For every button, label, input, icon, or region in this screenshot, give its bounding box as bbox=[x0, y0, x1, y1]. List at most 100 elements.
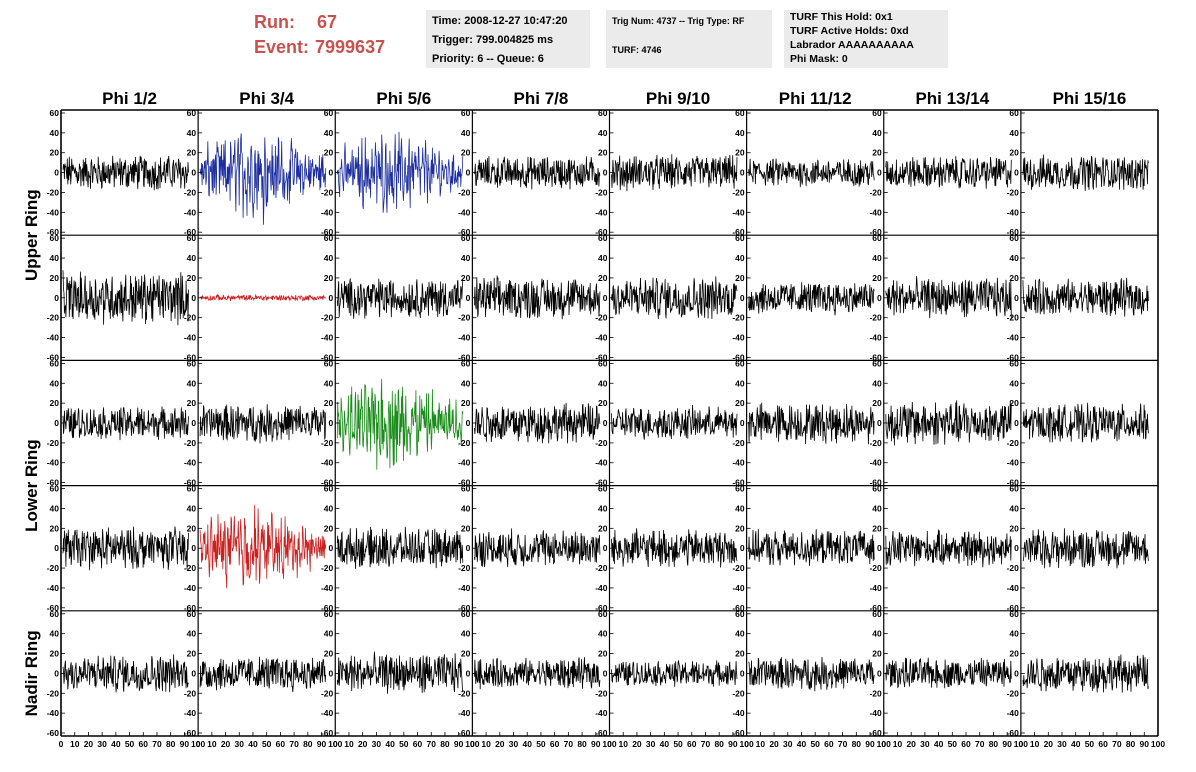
y-tick-label: -60 bbox=[321, 603, 334, 613]
y-tick-label: -60 bbox=[321, 478, 334, 488]
y-tick-label: 20 bbox=[461, 649, 471, 659]
x-tick-label: 0 bbox=[59, 739, 64, 749]
priority-line: Priority: 6 -- Queue: 6 bbox=[432, 53, 544, 65]
y-tick-label: 60 bbox=[187, 609, 197, 619]
y-tick-label: -60 bbox=[869, 478, 882, 488]
y-tick-label: -20 bbox=[869, 313, 882, 323]
column-header: Phi 9/10 bbox=[646, 89, 710, 108]
turf-info-box: TURF This Hold: 0x1 TURF Active Holds: 0… bbox=[784, 10, 948, 68]
x-tick-label: 80 bbox=[577, 739, 587, 749]
waveform-trace bbox=[748, 656, 875, 692]
y-tick-label: -40 bbox=[595, 333, 608, 343]
y-tick-label: 0 bbox=[877, 418, 882, 428]
x-tick-label: 90 bbox=[1002, 739, 1012, 749]
y-tick-label: 60 bbox=[50, 358, 60, 368]
y-tick-label: 20 bbox=[187, 148, 197, 158]
x-tick-label: 90 bbox=[591, 739, 601, 749]
waveform-trace bbox=[885, 156, 1012, 189]
x-tick-label: 90 bbox=[865, 739, 875, 749]
y-tick-label: -40 bbox=[47, 583, 60, 593]
x-tick-label: 10 bbox=[756, 739, 766, 749]
y-tick-label: 0 bbox=[329, 168, 334, 178]
y-tick-label: 20 bbox=[735, 148, 745, 158]
y-tick-label: 60 bbox=[461, 609, 471, 619]
y-tick-label: 20 bbox=[324, 523, 334, 533]
y-tick-label: -20 bbox=[47, 563, 60, 573]
y-tick-label: -20 bbox=[458, 688, 471, 698]
y-tick-label: -40 bbox=[869, 207, 882, 217]
y-tick-label: 40 bbox=[598, 629, 608, 639]
x-tick-label: 50 bbox=[536, 739, 546, 749]
waveform-trace bbox=[336, 526, 464, 569]
y-tick-label: -20 bbox=[732, 438, 745, 448]
ring-label: Upper Ring bbox=[22, 189, 41, 281]
y-tick-label: 0 bbox=[191, 168, 196, 178]
x-tick-label: 0 bbox=[470, 739, 475, 749]
x-tick-label: 40 bbox=[385, 739, 395, 749]
y-tick-label: 60 bbox=[872, 108, 882, 118]
event-value: 7999637 bbox=[315, 37, 386, 57]
x-tick-label: 40 bbox=[111, 739, 121, 749]
y-tick-label: 0 bbox=[740, 543, 745, 553]
y-tick-label: -20 bbox=[732, 688, 745, 698]
y-tick-label: 60 bbox=[1009, 484, 1019, 494]
turf-hold-line: TURF This Hold: 0x1 bbox=[790, 11, 893, 23]
y-tick-label: 60 bbox=[598, 358, 608, 368]
y-tick-label: 20 bbox=[324, 273, 334, 283]
y-tick-label: -40 bbox=[869, 708, 882, 718]
y-tick-label: -20 bbox=[458, 187, 471, 197]
y-tick-label: -20 bbox=[1007, 563, 1020, 573]
y-tick-label: 40 bbox=[50, 629, 60, 639]
y-tick-label: 40 bbox=[1009, 378, 1019, 388]
y-tick-label: 20 bbox=[50, 273, 60, 283]
x-tick-label: 50 bbox=[948, 739, 958, 749]
column-header: Phi 13/14 bbox=[915, 89, 989, 108]
x-tick-label: 60 bbox=[1098, 739, 1108, 749]
y-tick-label: -60 bbox=[869, 728, 882, 738]
y-tick-label: 0 bbox=[466, 668, 471, 678]
y-tick-label: 40 bbox=[461, 503, 471, 513]
y-tick-label: -40 bbox=[1007, 458, 1020, 468]
y-tick-label: -60 bbox=[595, 728, 608, 738]
y-tick-label: -40 bbox=[184, 458, 197, 468]
waveform-trace bbox=[62, 406, 189, 441]
x-tick-label: 50 bbox=[399, 739, 409, 749]
phi-mask-line: Phi Mask: 0 bbox=[790, 53, 848, 65]
y-tick-label: -20 bbox=[595, 187, 608, 197]
y-tick-label: 60 bbox=[735, 108, 745, 118]
y-tick-label: 40 bbox=[1009, 503, 1019, 513]
x-tick-label: 100 bbox=[465, 739, 479, 749]
y-tick-label: 40 bbox=[187, 378, 197, 388]
time-line: Time: 2008-12-27 10:47:20 bbox=[432, 15, 568, 27]
y-tick-label: -40 bbox=[184, 708, 197, 718]
y-tick-label: 40 bbox=[324, 253, 334, 263]
y-tick-label: 20 bbox=[1009, 148, 1019, 158]
y-tick-label: -40 bbox=[47, 708, 60, 718]
y-tick-label: -60 bbox=[869, 227, 882, 237]
x-tick-label: 50 bbox=[673, 739, 683, 749]
x-tick-label: 20 bbox=[906, 739, 916, 749]
x-tick-label: 20 bbox=[769, 739, 779, 749]
y-tick-label: -40 bbox=[1007, 583, 1020, 593]
y-tick-label: 40 bbox=[872, 253, 882, 263]
y-tick-label: -60 bbox=[732, 728, 745, 738]
y-tick-label: -60 bbox=[1007, 227, 1020, 237]
y-tick-label: -20 bbox=[458, 438, 471, 448]
x-tick-label: 30 bbox=[1057, 739, 1067, 749]
y-tick-label: -60 bbox=[732, 603, 745, 613]
y-tick-label: 20 bbox=[735, 523, 745, 533]
turf-num-line: TURF: 4746 bbox=[612, 45, 662, 55]
y-tick-label: 20 bbox=[50, 398, 60, 408]
x-tick-label: 50 bbox=[1085, 739, 1095, 749]
y-tick-label: -20 bbox=[184, 563, 197, 573]
y-tick-label: -40 bbox=[458, 207, 471, 217]
y-tick-label: -40 bbox=[732, 207, 745, 217]
y-tick-label: 0 bbox=[603, 293, 608, 303]
y-tick-label: -20 bbox=[595, 563, 608, 573]
x-tick-label: 0 bbox=[881, 739, 886, 749]
waveform-trace bbox=[748, 529, 875, 566]
ring-label: Nadir Ring bbox=[22, 630, 41, 716]
y-tick-label: 20 bbox=[872, 649, 882, 659]
y-tick-label: 20 bbox=[461, 148, 471, 158]
y-tick-label: 0 bbox=[1014, 418, 1019, 428]
